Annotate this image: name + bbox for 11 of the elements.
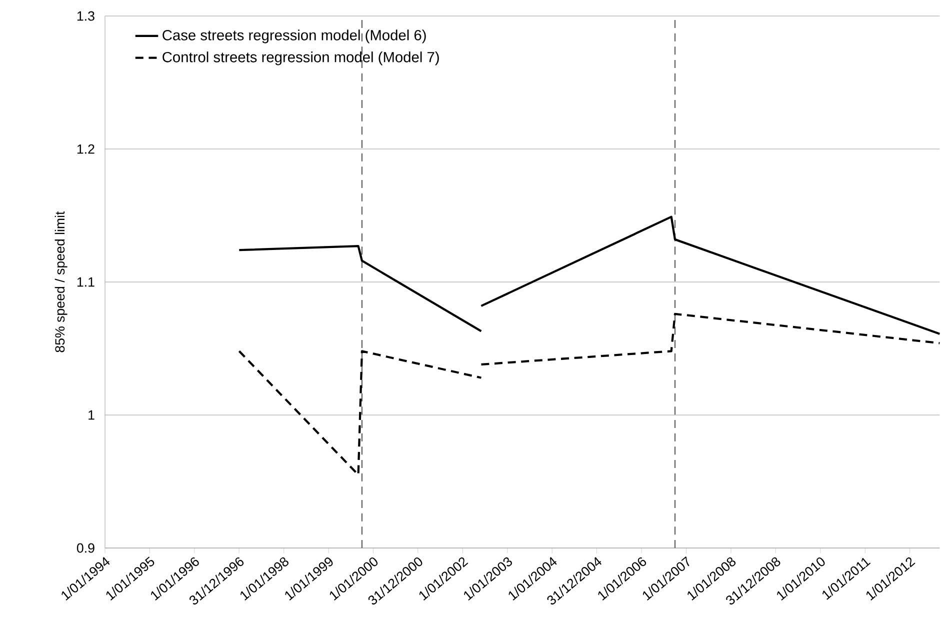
line-series	[480, 216, 941, 335]
y-tick-label: 1.3	[77, 11, 94, 21]
y-tick-label: 1	[88, 410, 94, 420]
y-tick-label: 0.9	[76, 543, 94, 553]
y-tick-label: 1.1	[77, 277, 94, 287]
line-series	[480, 312, 941, 366]
legend-label: Control streets regression model (Model 7)	[162, 52, 439, 66]
line-series	[238, 245, 482, 332]
legend-label: Case streets regression model (Model 6)	[162, 30, 426, 44]
y-tick-label: 1.2	[77, 144, 94, 154]
y-axis-title: 85% speed / speed limit	[54, 211, 68, 352]
